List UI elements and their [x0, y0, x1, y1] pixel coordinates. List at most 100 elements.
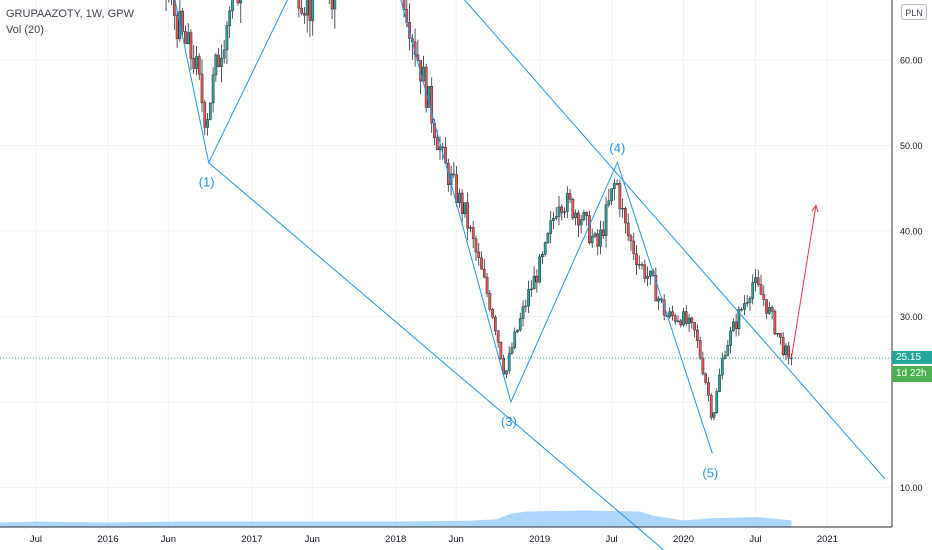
- wave-label: (1): [199, 175, 215, 190]
- candle-up: [206, 119, 209, 128]
- candle-down: [781, 337, 785, 355]
- time-tick-label: 2018: [385, 534, 406, 545]
- candle-up: [211, 74, 215, 104]
- candle-up: [458, 192, 461, 204]
- candle-down: [488, 293, 492, 310]
- price-tick-label: 30.00: [900, 312, 923, 322]
- currency-button[interactable]: PLN: [901, 4, 927, 20]
- candle-down: [577, 212, 580, 226]
- candle-up: [748, 298, 752, 303]
- wave-label: (5): [702, 465, 718, 480]
- channel-trendline: [464, 0, 886, 480]
- candle-up: [723, 355, 727, 359]
- candle-up: [743, 303, 746, 310]
- candle-down: [756, 277, 760, 285]
- price-tick-label: 10.00: [900, 483, 923, 493]
- candle-up: [510, 347, 514, 354]
- wave-label: (3): [501, 414, 517, 429]
- candle-down: [499, 341, 503, 360]
- candle-down: [455, 174, 458, 204]
- candle-up: [751, 282, 755, 299]
- candle-down: [773, 310, 777, 335]
- candle-up: [427, 86, 431, 108]
- price-axis[interactable]: 10.0030.0040.0050.0060.0070.0080.0090.00…: [891, 0, 928, 527]
- candle-down: [568, 193, 572, 200]
- candle-down: [330, 0, 334, 10]
- candle-up: [463, 202, 467, 214]
- candle-down: [679, 320, 683, 326]
- candle-up: [565, 193, 569, 212]
- candle-down: [624, 208, 627, 224]
- candle-up: [552, 217, 555, 221]
- candle-down: [765, 299, 768, 314]
- candle-down: [629, 235, 633, 242]
- candle-up: [516, 329, 519, 333]
- time-tick-label: 2017: [241, 534, 262, 545]
- candle-up: [687, 317, 691, 324]
- candle-down: [192, 57, 196, 69]
- candle-up: [554, 216, 558, 219]
- drawing-annotations: (1)(2)(3)(4)(5): [0, 0, 892, 550]
- candle-up: [311, 0, 315, 21]
- candle-down: [494, 316, 497, 332]
- time-axis[interactable]: Jul 2016 Jun 2017 Jun 2018 Jun 2019 Jul 2020 Jul 20…: [0, 526, 892, 545]
- candle-up: [657, 298, 660, 302]
- candle-up: [745, 302, 749, 304]
- candle-down: [571, 198, 575, 219]
- candle-down: [698, 340, 702, 359]
- candle-up: [521, 306, 525, 319]
- candle-up: [222, 49, 226, 59]
- candle-down: [303, 13, 306, 16]
- candle-down: [477, 251, 481, 259]
- candle-up: [784, 345, 788, 355]
- candle-up: [754, 277, 757, 284]
- candle-down: [734, 321, 738, 330]
- chart-legend: GRUPAAZOTY, 1W, GPW Vol (20): [6, 6, 134, 38]
- candle-down: [635, 253, 638, 265]
- time-tick-label: 2021: [817, 534, 838, 545]
- candle-down: [787, 345, 791, 359]
- candle-up: [305, 0, 309, 16]
- candle-up: [538, 256, 541, 283]
- candle-down: [496, 330, 500, 343]
- candle-down: [203, 102, 207, 128]
- candle-up: [593, 233, 597, 237]
- candle-down: [471, 227, 475, 240]
- candle-down: [172, 0, 176, 16]
- candle-up: [731, 321, 735, 332]
- candle-up: [607, 200, 611, 206]
- time-tick-label: Jul: [749, 534, 761, 545]
- volume-area: [0, 510, 792, 527]
- candle-down: [452, 173, 456, 176]
- candle-down: [632, 240, 636, 255]
- last-price-badge: 25.15: [892, 351, 932, 365]
- price-tick-label: 40.00: [900, 227, 923, 237]
- candle-down: [480, 257, 483, 270]
- candle-up: [214, 54, 218, 76]
- candle-down: [430, 86, 434, 124]
- candle-down: [684, 311, 688, 324]
- candle-down: [673, 315, 677, 322]
- candle-up: [231, 0, 234, 12]
- candle-down: [308, 0, 312, 21]
- candle-down: [560, 206, 564, 213]
- candle-up: [648, 270, 652, 277]
- candle-up: [513, 331, 517, 348]
- candle-up: [682, 311, 685, 326]
- wave-label: (4): [609, 141, 625, 156]
- candle-down: [654, 275, 658, 302]
- grid-lines: [0, 0, 892, 527]
- candle-down: [709, 395, 713, 418]
- candle-up: [507, 353, 511, 372]
- candle-up: [541, 254, 544, 258]
- candle-down: [693, 322, 696, 331]
- time-tick-label: Jul: [606, 534, 618, 545]
- candle-up: [574, 212, 577, 219]
- candle-down: [762, 294, 766, 300]
- candle-down: [300, 7, 303, 14]
- forecast-arrow: [790, 205, 817, 359]
- candle-down: [197, 56, 201, 75]
- price-tick-label: 50.00: [900, 141, 923, 151]
- candle-up: [469, 227, 472, 229]
